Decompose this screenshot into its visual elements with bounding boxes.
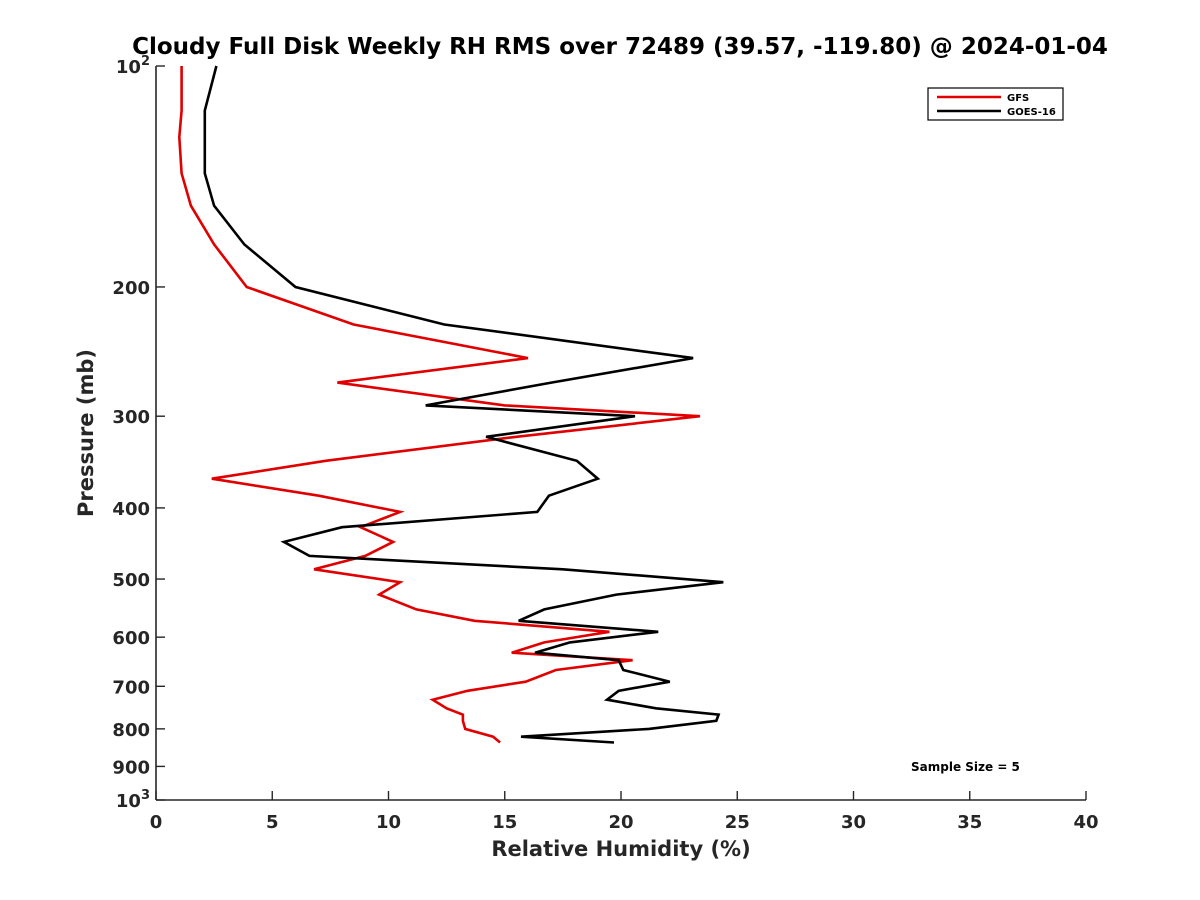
x-tick-label: 25 [725, 812, 750, 833]
x-tick-label: 35 [957, 812, 982, 833]
y-tick-label: 102 [116, 54, 150, 78]
legend-box [927, 87, 1064, 121]
chart-title: Cloudy Full Disk Weekly RH RMS over 7248… [132, 34, 1108, 60]
y-tick-label: 600 [112, 628, 150, 649]
sample-size-annotation: Sample Size = 5 [911, 760, 1020, 774]
x-axis-label: Relative Humidity (%) [491, 837, 750, 861]
y-axis-label: Pressure (mb) [74, 349, 98, 517]
y-tick-label: 500 [112, 570, 150, 591]
x-tick-label: 10 [376, 812, 401, 833]
y-tick-label: 800 [112, 720, 150, 741]
series-layer [177, 65, 724, 744]
series-line-gfs [177, 66, 701, 744]
y-tick-label: 200 [112, 278, 150, 299]
x-tick-label: 0 [150, 812, 163, 833]
legend-label-goes16: GOES-16 [1007, 107, 1056, 118]
x-axis-ticks: 0 5 10 15 20 25 30 35 40 [150, 791, 1099, 833]
legend-label-gfs: GFS [1007, 93, 1029, 104]
x-tick-label: 5 [266, 812, 279, 833]
y-tick-label: 400 [112, 499, 150, 520]
legend: GFS GOES-16 [927, 87, 1064, 121]
y-axis-ticks: 102 200 300 400 500 600 700 800 900 103 [112, 54, 165, 812]
y-tick-label: 700 [112, 677, 150, 698]
y-tick-label: 300 [112, 407, 150, 428]
y-tick-label: 103 [116, 788, 150, 812]
series-line-goes16 [203, 65, 724, 744]
x-tick-label: 30 [841, 812, 866, 833]
x-tick-label: 40 [1073, 812, 1098, 833]
y-tick-label: 900 [112, 757, 150, 778]
x-tick-label: 15 [492, 812, 517, 833]
x-tick-label: 20 [608, 812, 633, 833]
